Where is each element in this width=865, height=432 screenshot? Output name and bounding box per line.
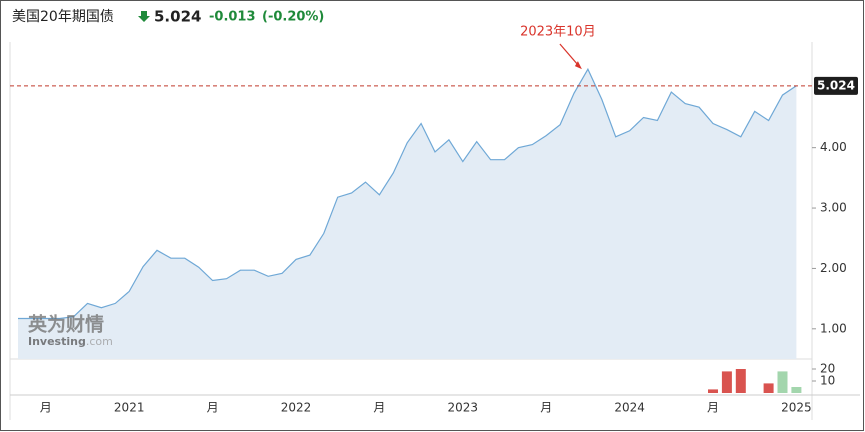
y-tick-label: 2.00 — [820, 261, 847, 275]
volume-bar — [708, 389, 718, 393]
y-tick-label: 20 — [820, 362, 835, 376]
x-tick-label: 2021 — [114, 401, 145, 415]
x-tick-label: 月 — [540, 401, 552, 415]
x-tick-label: 2025 — [781, 401, 812, 415]
price-tag-label: 5.024 — [817, 78, 855, 92]
x-tick-label: 月 — [707, 401, 719, 415]
annotation: 2023年10月 — [520, 25, 596, 40]
change: -0.013 — [209, 10, 256, 25]
line — [18, 67, 797, 320]
x-tick-label: 2023 — [448, 401, 479, 415]
watermark-site-name: Investing — [28, 335, 86, 348]
watermark-domain: .com — [86, 335, 113, 348]
y-tick-label: 4.00 — [820, 140, 847, 154]
area — [18, 69, 797, 359]
watermark-site: Investing.com — [28, 335, 113, 348]
y-tick-label: 10 — [820, 374, 835, 388]
price-tag — [814, 76, 858, 95]
instrument-title: 美国20年期国债 — [12, 9, 114, 25]
down-arrow — [138, 11, 150, 22]
change-pct: (-0.20%) — [262, 10, 324, 25]
volume-bar — [777, 371, 788, 393]
watermark-brand: 英为财情 — [28, 313, 104, 336]
x-tick-label: 2022 — [281, 401, 312, 415]
annotation-arrowhead — [574, 61, 582, 70]
volume-bar — [791, 387, 802, 393]
x-tick-label: 月 — [40, 401, 52, 415]
price: 5.024 — [154, 8, 201, 26]
annotation-arrow — [559, 43, 581, 68]
watermark: 英为财情 Investing.com — [28, 313, 113, 349]
y-tick-label: 1.00 — [820, 321, 847, 335]
x-tick-label: 月 — [207, 401, 219, 415]
x-tick-label: 2024 — [614, 401, 645, 415]
volume-bar — [721, 371, 732, 393]
x-tick-label: 月 — [373, 401, 385, 415]
y-tick-label: 3.00 — [820, 201, 847, 215]
volume-bar — [763, 383, 774, 393]
volume-bar — [735, 369, 746, 393]
